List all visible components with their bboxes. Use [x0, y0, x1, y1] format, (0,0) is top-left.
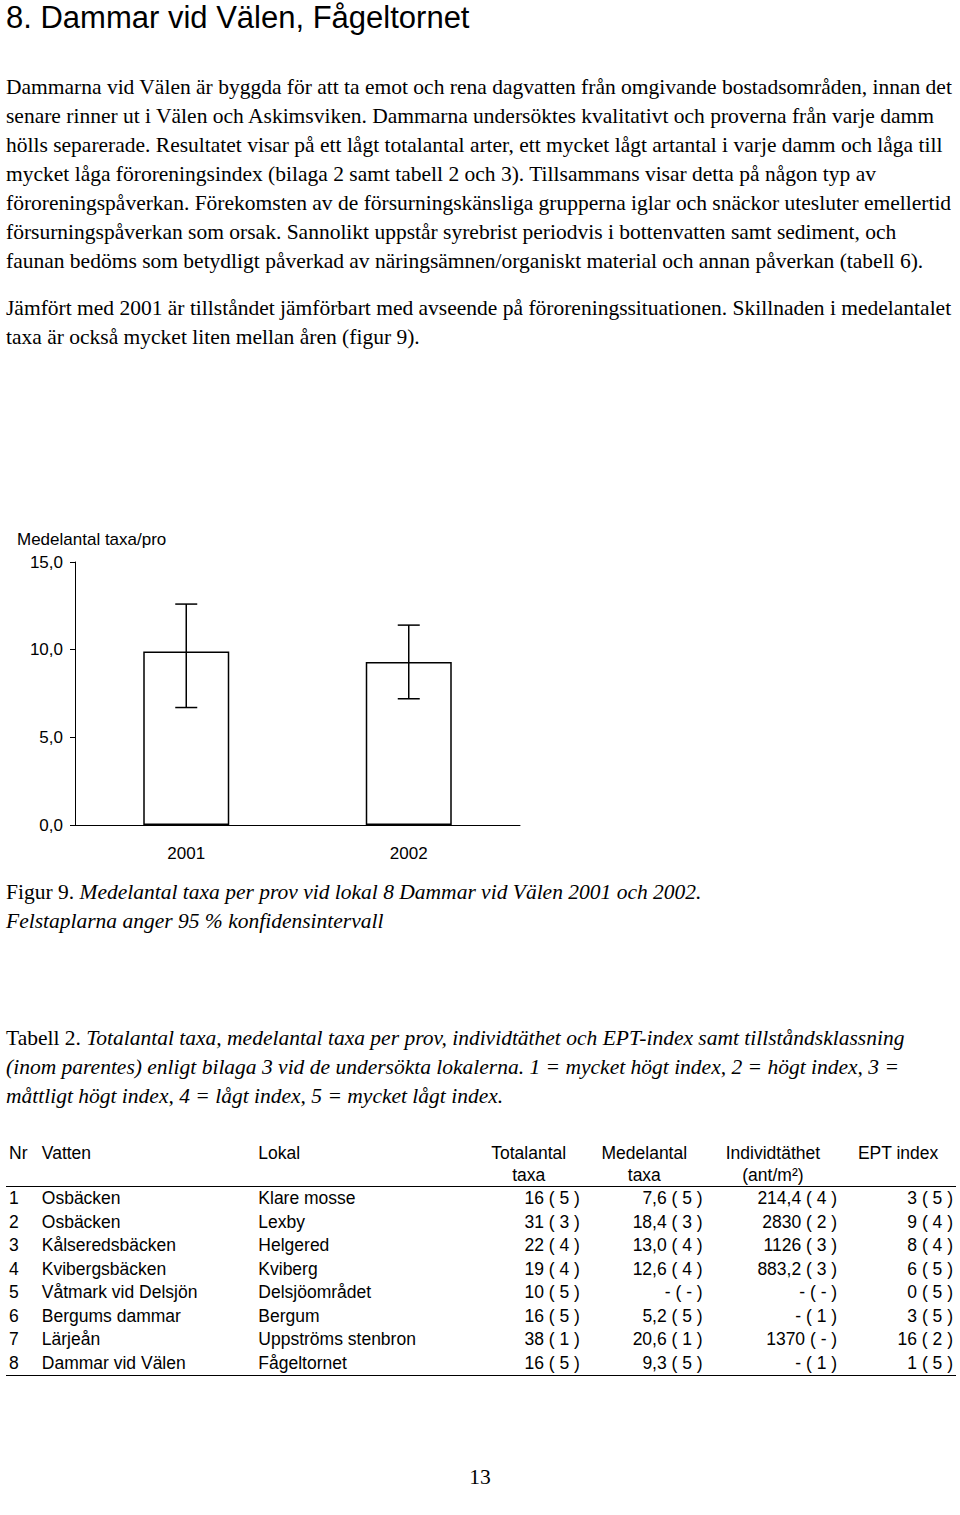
html-text:Helgered: Helgered	[258, 1235, 330, 1255]
html-text:6: 6	[9, 1305, 19, 1326]
html-text:- ( 1 ): - ( 1 )	[795, 1305, 838, 1326]
html-text:Figur 9. Medelantal taxa per p: Figur 9. Medelantal taxa per prov vid lo…	[6, 880, 702, 904]
html-text:- ( 1 ): - ( 1 )	[795, 1352, 838, 1373]
html-text:8. Dammar vid Välen, Fågeltorn: 8. Dammar vid Välen, Fågeltornet	[6, 0, 470, 35]
html-text:3 ( 5 ): 3 ( 5 )	[907, 1305, 953, 1326]
html-text:EPT index: EPT index	[857, 1143, 939, 1163]
html-text:7: 7	[9, 1329, 19, 1349]
html-text:2830 ( 2 ): 2830 ( 2 )	[762, 1211, 838, 1232]
html-text:Jämfört med 2001 är tillstånde: Jämfört med 2001 är tillståndet jämförba…	[6, 296, 952, 349]
html-text:Uppströms stenbron: Uppströms stenbron	[258, 1329, 416, 1349]
html-text:Bergums dammar: Bergums dammar	[41, 1305, 181, 1326]
svg-text:0,0: 0,0	[39, 816, 63, 835]
html-text:3: 3	[9, 1235, 19, 1255]
html-text:Delsjöområdet: Delsjöområdet	[258, 1282, 372, 1302]
html-text:214,4 ( 4 ): 214,4 ( 4 )	[757, 1188, 838, 1208]
html-text:Våtmark vid Delsjön: Våtmark vid Delsjön	[41, 1282, 198, 1302]
html-text:1: 1	[9, 1188, 19, 1208]
html-text:7,6 ( 5 ): 7,6 ( 5 )	[642, 1188, 703, 1208]
html-text:Nr: Nr	[9, 1143, 28, 1163]
html-text:Individtäthet: Individtäthet	[725, 1143, 821, 1163]
svg-text:2001: 2001	[167, 844, 205, 863]
html-text:1126 ( 3 ): 1126 ( 3 )	[763, 1235, 838, 1255]
html-text:Lexby: Lexby	[258, 1211, 305, 1232]
html-text:Osbäcken: Osbäcken	[41, 1188, 121, 1208]
html-text:16 ( 5 ): 16 ( 5 )	[524, 1352, 580, 1373]
html-text:3 ( 5 ): 3 ( 5 )	[907, 1188, 953, 1208]
html-text:38 ( 1 ): 38 ( 1 )	[524, 1329, 580, 1349]
html-text:1370 ( - ): 1370 ( - )	[766, 1329, 838, 1349]
html-text:Bergum: Bergum	[258, 1305, 320, 1326]
html-text:0 ( 5 ): 0 ( 5 )	[907, 1282, 953, 1302]
html-text:5,2 ( 5 ): 5,2 ( 5 )	[642, 1305, 703, 1326]
html-text:Osbäcken: Osbäcken	[41, 1211, 121, 1232]
svg-text:10,0: 10,0	[30, 640, 63, 659]
html-text:2: 2	[9, 1211, 19, 1232]
html-text:18,4 ( 3 ): 18,4 ( 3 )	[632, 1211, 703, 1232]
html-text:Lokal: Lokal	[258, 1143, 301, 1163]
html-text:12,6 ( 4 ): 12,6 ( 4 )	[632, 1258, 703, 1279]
html-text:16 ( 5 ): 16 ( 5 )	[524, 1188, 580, 1208]
html-text:31 ( 3 ): 31 ( 3 )	[524, 1211, 580, 1232]
html-text:6 ( 5 ): 6 ( 5 )	[907, 1258, 953, 1279]
svg-text:2002: 2002	[390, 844, 428, 863]
html-text:20,6 ( 1 ): 20,6 ( 1 )	[632, 1329, 703, 1349]
html-text:13,0 ( 4 ): 13,0 ( 4 )	[632, 1235, 703, 1255]
html-text:8 ( 4 ): 8 ( 4 )	[907, 1235, 953, 1255]
html-text:Kviberg: Kviberg	[258, 1258, 318, 1279]
html-text:Kvibergsbäcken: Kvibergsbäcken	[41, 1258, 167, 1279]
html-text:22 ( 4 ): 22 ( 4 )	[524, 1235, 580, 1255]
html-text:13: 13	[469, 1465, 491, 1489]
html-text:taxa: taxa	[627, 1165, 661, 1185]
html-text:16 ( 2 ): 16 ( 2 )	[897, 1329, 953, 1349]
html-text:9 ( 4 ): 9 ( 4 )	[907, 1211, 953, 1232]
html-text:Kålseredsbäcken: Kålseredsbäcken	[41, 1235, 176, 1255]
svg-text:Medelantal taxa/pro: Medelantal taxa/pro	[17, 530, 166, 549]
svg-text:15,0: 15,0	[30, 553, 63, 572]
html-text:Felstaplarna anger 95 % konfid: Felstaplarna anger 95 % konfidensinterva…	[6, 909, 384, 933]
html-text:9,3 ( 5 ): 9,3 ( 5 )	[642, 1352, 703, 1373]
html-text:Tabell 2. Totalantal taxa, med: Tabell 2. Totalantal taxa, medelantal ta…	[6, 1026, 905, 1108]
html-text:5: 5	[9, 1282, 19, 1302]
svg-text:5,0: 5,0	[39, 728, 63, 747]
html-text:Lärjeån: Lärjeån	[41, 1329, 101, 1349]
html-text:Klare mosse: Klare mosse	[258, 1188, 356, 1208]
html-text:19 ( 4 ): 19 ( 4 )	[524, 1258, 580, 1279]
html-text:taxa: taxa	[512, 1165, 546, 1185]
html-text:4: 4	[9, 1258, 19, 1279]
html-text:Fågeltornet: Fågeltornet	[258, 1352, 347, 1373]
html-text:1 ( 5 ): 1 ( 5 )	[907, 1352, 953, 1373]
html-text:16 ( 5 ): 16 ( 5 )	[524, 1305, 580, 1326]
html-text:883,2 ( 3 ): 883,2 ( 3 )	[757, 1258, 838, 1279]
html-text:(ant/m²): (ant/m²)	[742, 1165, 804, 1185]
html-text:8: 8	[9, 1352, 19, 1373]
html-text:Medelantal: Medelantal	[601, 1143, 688, 1163]
html-text:10 ( 5 ): 10 ( 5 )	[524, 1282, 580, 1302]
html-text:Dammar vid Välen: Dammar vid Välen	[41, 1352, 186, 1373]
html-text:Vatten: Vatten	[41, 1143, 92, 1163]
html-text:Dammarna vid Välen är byggda f: Dammarna vid Välen är byggda för att ta …	[6, 75, 952, 273]
html-text:Totalantal: Totalantal	[491, 1143, 567, 1163]
